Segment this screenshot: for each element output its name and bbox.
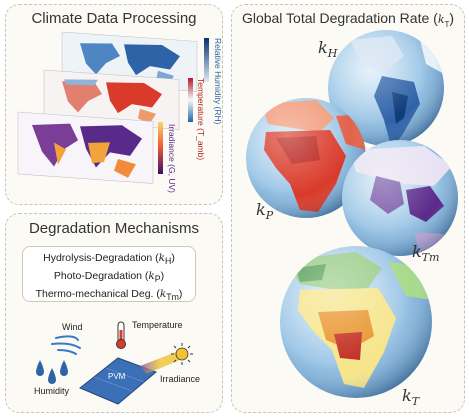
globe-total <box>280 246 432 398</box>
humidity-colorbar <box>204 38 209 82</box>
degradation-mechanisms-panel: Degradation Mechanisms Hydrolysis-Degrad… <box>5 213 223 413</box>
pv-module <box>79 357 157 405</box>
humidity-axis-label: Relative Humidity (RH) <box>213 38 223 125</box>
humidity-label: Humidity <box>34 386 70 396</box>
pvm-label: PVM <box>108 372 126 381</box>
irradiance-axis-label: Irradiance (G, UV) <box>167 124 177 193</box>
temperature-colorbar <box>188 78 193 122</box>
mechanisms-panel-title: Degradation Mechanisms <box>28 220 200 237</box>
globe-thermo-mechanical <box>342 140 458 256</box>
wind-label: Wind <box>62 322 83 332</box>
mechanism-item-photo: Photo-Degradation (kP) <box>53 270 165 285</box>
globe-humidity <box>328 30 444 146</box>
thermometer-icon <box>116 321 126 349</box>
irradiance-map <box>17 111 154 184</box>
globe-label-kh: kH <box>318 38 338 61</box>
irradiance-sun-icon <box>140 343 193 374</box>
global-rate-title: Global Total Degradation Rate (kT) <box>241 10 455 29</box>
globe-photo <box>246 98 366 218</box>
mechanism-list: Hydrolysis-Degradation (kH) Photo-Degrad… <box>22 246 196 302</box>
irradiance-label: Irradiance <box>160 374 201 384</box>
globe-label-kt: kT <box>402 386 420 409</box>
globe-label-kp: kP <box>256 200 274 223</box>
climate-panel-title: Climate Data Processing <box>31 10 197 27</box>
temperature-axis-label: Temperature (T_amb) <box>196 78 206 161</box>
mechanism-item-hydrolysis: Hydrolysis-Degradation (kH) <box>43 252 175 267</box>
temperature-label: Temperature <box>132 320 183 330</box>
irradiance-colorbar <box>158 122 163 174</box>
globe-label-ktm: kTm <box>412 242 440 265</box>
mechanism-item-thermo-mechanical: Thermo-mechanical Deg. (kTm) <box>35 288 183 303</box>
wind-icon <box>51 335 81 355</box>
humidity-drops-icon <box>36 360 68 384</box>
temperature-map <box>43 69 180 130</box>
